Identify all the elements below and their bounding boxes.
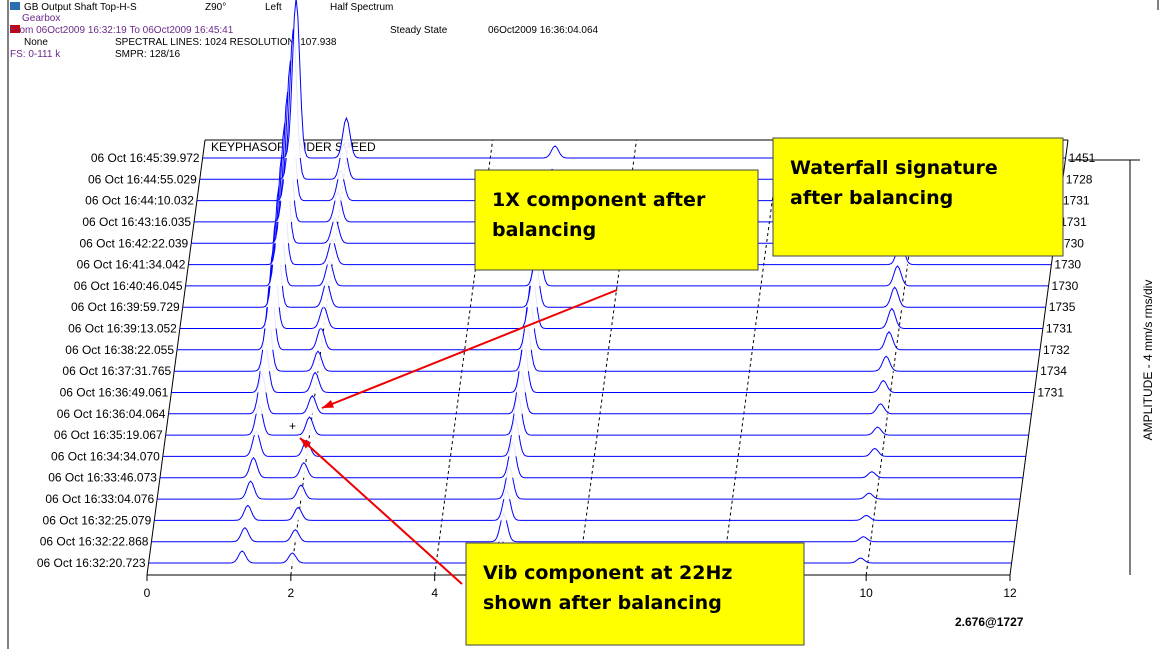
callout-text: balancing bbox=[492, 219, 596, 241]
side: Left bbox=[265, 2, 282, 13]
callout-text: shown after balancing bbox=[483, 592, 722, 614]
arrow-head bbox=[322, 399, 334, 408]
cursor-readout: 2.676@1727 bbox=[955, 615, 1024, 629]
speed-label: 1735 bbox=[1049, 300, 1076, 314]
icon bbox=[10, 25, 20, 33]
grid-line bbox=[434, 139, 494, 576]
speed-label: 1730 bbox=[1054, 258, 1081, 272]
x-tick-label: 0 bbox=[144, 586, 151, 600]
row-label: 06 Oct 16:37:31.765 bbox=[62, 364, 171, 378]
row-label: 06 Oct 16:32:20.723 bbox=[37, 556, 146, 570]
row-label: 06 Oct 16:40:46.045 bbox=[74, 279, 183, 293]
speed-label: 1728 bbox=[1066, 172, 1093, 186]
trace bbox=[154, 489, 1018, 521]
grid-line bbox=[578, 139, 637, 576]
x-tick-label: 4 bbox=[431, 586, 438, 600]
y-axis-label: AMPLITUDE - 4 mm/s rms/div bbox=[1141, 280, 1155, 441]
callout-text: Waterfall signature bbox=[790, 157, 998, 179]
row-label: 06 Oct 16:32:22.868 bbox=[40, 535, 149, 549]
arrow bbox=[299, 437, 463, 585]
x-tick-label: 12 bbox=[1003, 586, 1017, 600]
arrow bbox=[321, 289, 618, 409]
cursor: + bbox=[289, 419, 296, 433]
row-label: 06 Oct 16:39:59.729 bbox=[71, 300, 180, 314]
speed-label: 1731 bbox=[1063, 194, 1090, 208]
fs: FS: 0-111 k bbox=[10, 49, 61, 60]
arrow-head bbox=[300, 438, 312, 449]
icon bbox=[10, 2, 20, 10]
row-label: 06 Oct 16:36:04.064 bbox=[57, 407, 166, 421]
row-label: 06 Oct 16:42:22.039 bbox=[79, 236, 188, 250]
grid-line bbox=[721, 139, 781, 576]
row-label: 06 Oct 16:41:34.042 bbox=[77, 258, 186, 272]
callout-text: after balancing bbox=[790, 187, 953, 209]
callout bbox=[465, 542, 805, 646]
row-label: 06 Oct 16:36:49.061 bbox=[60, 385, 169, 399]
row-label: 06 Oct 16:44:55.029 bbox=[88, 172, 197, 186]
speed-label: 1731 bbox=[1060, 215, 1087, 229]
speed-label: 1734 bbox=[1040, 364, 1067, 378]
grid-line bbox=[290, 139, 350, 576]
row-label: 06 Oct 16:44:10.032 bbox=[85, 194, 194, 208]
point: GB Output Shaft Top-H-S bbox=[24, 2, 137, 13]
row-label: 06 Oct 16:39:13.052 bbox=[68, 322, 177, 336]
machine: Gearbox bbox=[22, 13, 60, 24]
callout bbox=[772, 137, 1064, 257]
trace bbox=[160, 441, 1023, 479]
selected: 06Oct2009 16:36:04.064 bbox=[488, 25, 599, 36]
row-label: 06 Oct 16:35:19.067 bbox=[54, 428, 163, 442]
grid-line bbox=[865, 139, 925, 576]
row-label: 06 Oct 16:34:34.070 bbox=[51, 449, 160, 463]
speed-label: 1732 bbox=[1043, 343, 1070, 357]
speed-label: 1730 bbox=[1057, 236, 1084, 250]
filter: None bbox=[24, 37, 48, 48]
callout bbox=[474, 169, 759, 271]
mode: Half Spectrum bbox=[330, 2, 393, 13]
range: From 06Oct2009 16:32:19 To 06Oct2009 16:… bbox=[10, 25, 234, 36]
annotations: 1X component after balancing Waterfall sig… bbox=[299, 137, 1064, 646]
speed-label: 1731 bbox=[1046, 322, 1073, 336]
row-label: 06 Oct 16:38:22.055 bbox=[65, 343, 174, 357]
trace bbox=[151, 512, 1015, 543]
speed-label: 1730 bbox=[1052, 279, 1079, 293]
smpr: SMPR: 128/16 bbox=[115, 49, 180, 60]
row-label: 06 Oct 16:32:25.079 bbox=[43, 513, 152, 527]
trace bbox=[168, 367, 1032, 415]
state: Steady State bbox=[390, 25, 448, 36]
angle: Z90° bbox=[205, 2, 226, 13]
plot: KEYPHASOR UNDER SPEED02468101206 Oct 16:… bbox=[37, 0, 1155, 629]
row-label: 06 Oct 16:43:16.035 bbox=[82, 215, 191, 229]
callout-text: 1X component after bbox=[492, 189, 706, 211]
row-label: 06 Oct 16:33:46.073 bbox=[48, 471, 157, 485]
frame bbox=[146, 139, 206, 576]
row-label: 06 Oct 16:33:04.076 bbox=[45, 492, 154, 506]
trace bbox=[162, 417, 1026, 457]
x-tick-label: 2 bbox=[287, 586, 294, 600]
trace bbox=[174, 311, 1038, 372]
x-tick-label: 10 bbox=[859, 586, 873, 600]
speed-label: 1451 bbox=[1069, 151, 1096, 165]
spectral: SPECTRAL LINES: 1024 RESOLUTION: 107.938 bbox=[115, 37, 337, 48]
speed-label: 1731 bbox=[1037, 385, 1064, 399]
row-label: 06 Oct 16:45:39.972 bbox=[91, 151, 200, 165]
trace bbox=[157, 465, 1021, 500]
trace bbox=[171, 340, 1035, 393]
callout-text: Vib component at 22Hz bbox=[483, 562, 732, 584]
trace bbox=[165, 393, 1029, 436]
